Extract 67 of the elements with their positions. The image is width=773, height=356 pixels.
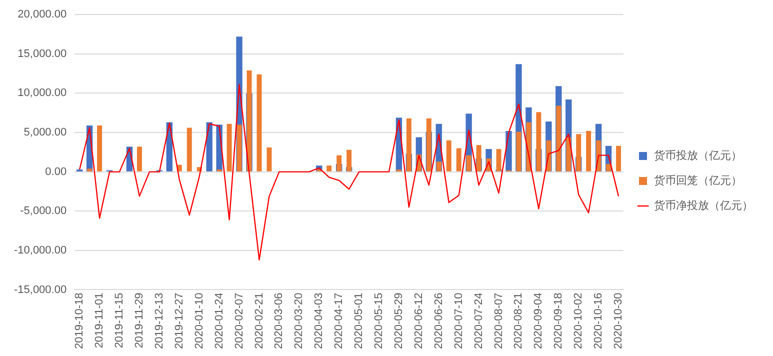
x-tick-label: 2019-12-13 — [153, 292, 166, 350]
x-tick-label: 2019-11-29 — [134, 292, 146, 348]
legend-label: 货币投放（亿元） — [654, 149, 742, 162]
bar — [556, 106, 562, 172]
bar — [206, 122, 212, 172]
bar — [346, 150, 352, 172]
x-tick-label: 2020-07-10 — [452, 292, 465, 350]
y-tick-label: 15,000.00 — [18, 48, 67, 60]
bar — [586, 130, 592, 172]
bar — [616, 146, 622, 172]
y-tick-label: -5,000.00 — [20, 205, 67, 218]
y-tick-label: -10,000.00 — [14, 244, 67, 256]
bar — [406, 118, 412, 172]
x-tick-label: 2019-11-01 — [94, 292, 106, 348]
bar — [236, 124, 242, 172]
x-tick-label: 2020-09-18 — [552, 292, 565, 350]
x-tick-label: 2020-10-16 — [592, 292, 605, 350]
x-tick-label: 2020-01-24 — [213, 292, 226, 350]
legend-label: 货币回笼（亿元） — [654, 174, 742, 188]
y-tick-label: -15,000.00 — [14, 284, 67, 296]
x-tick-label: 2020-08-21 — [512, 292, 525, 350]
y-tick-label: 0.00 — [45, 166, 67, 178]
bar — [576, 134, 582, 172]
bar — [436, 162, 442, 172]
x-tick-label: 2020-07-24 — [472, 292, 485, 350]
bar — [336, 155, 342, 172]
bar — [256, 74, 262, 172]
x-tick-label: 2020-06-26 — [432, 292, 445, 350]
x-tick-label: 2020-08-07 — [492, 292, 505, 350]
bar — [566, 137, 572, 172]
bar — [136, 146, 142, 172]
x-tick-label: 2019-10-18 — [74, 292, 86, 350]
bar — [186, 128, 192, 172]
bar — [536, 112, 542, 172]
x-tick-label: 2020-02-21 — [253, 292, 266, 350]
x-tick-label: 2020-05-01 — [353, 292, 366, 350]
bar — [516, 132, 522, 172]
bar — [466, 155, 472, 172]
x-tick-label: 2020-06-12 — [412, 292, 425, 350]
x-tick-label: 2020-04-17 — [333, 292, 346, 350]
y-tick-label: 10,000.00 — [18, 87, 67, 100]
x-tick-label: 2019-11-15 — [114, 292, 126, 348]
bar — [326, 166, 332, 172]
bar — [456, 148, 462, 172]
x-tick-label: 2020-09-04 — [532, 292, 545, 350]
bar — [266, 147, 272, 172]
x-tick-label: 2020-01-10 — [193, 292, 206, 350]
bar — [446, 140, 452, 172]
y-tick-label: 20,000.00 — [18, 8, 67, 21]
bar — [226, 124, 232, 172]
x-tick-label: 2020-03-06 — [273, 292, 286, 350]
bar — [496, 149, 502, 172]
x-tick-label: 2020-03-20 — [293, 292, 306, 350]
x-tick-label: 2020-05-29 — [392, 292, 405, 350]
bar — [476, 145, 482, 172]
x-tick-label: 2019-12-27 — [173, 292, 186, 350]
x-tick-label: 2020-10-30 — [612, 292, 625, 350]
x-tick-label: 2020-04-03 — [313, 292, 326, 350]
x-tick-label: 2020-05-15 — [373, 292, 386, 350]
bar — [87, 168, 92, 172]
bar — [606, 164, 612, 172]
x-tick-label: 2020-10-02 — [572, 292, 585, 350]
x-tick-label: 2020-02-07 — [233, 292, 246, 350]
legend-label: 货币净投放（亿元） — [654, 199, 753, 212]
bar — [97, 125, 102, 172]
bar — [426, 118, 432, 172]
y-tick-label: 5,000.00 — [24, 126, 67, 139]
